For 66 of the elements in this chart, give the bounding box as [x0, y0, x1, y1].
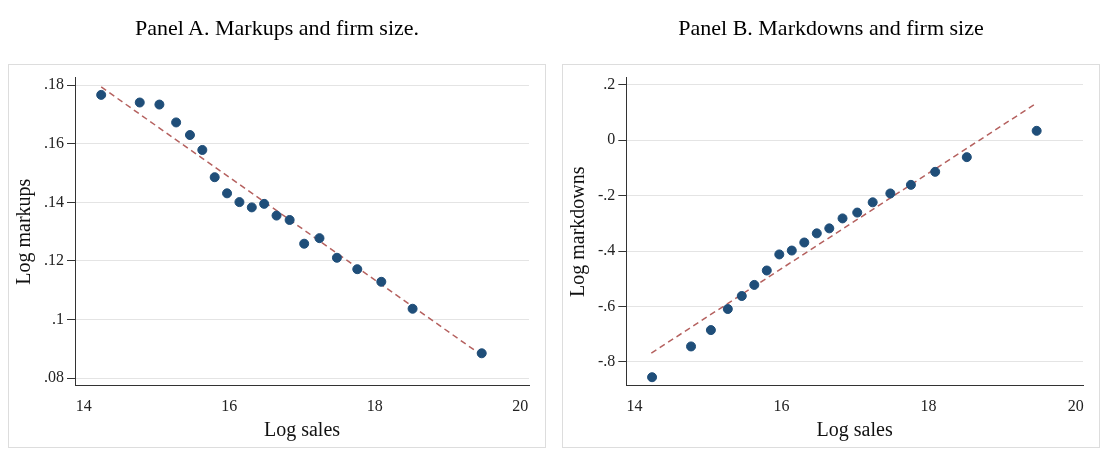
y-tick-label: -.2: [598, 185, 616, 203]
y-tick-label: .18: [44, 75, 64, 93]
point: [961, 152, 972, 163]
point: [209, 172, 220, 183]
point: [376, 276, 387, 287]
y-tick-label: .1: [52, 309, 64, 327]
point: [246, 202, 257, 213]
point: [184, 130, 195, 141]
y-tick-label: .14: [44, 192, 64, 210]
point: [134, 97, 145, 108]
point: [799, 237, 810, 248]
y-tick-label: .2: [603, 75, 616, 93]
x-tick-label: 18: [920, 396, 937, 414]
x-tick-label: 18: [366, 396, 383, 414]
x-tick-label: 16: [773, 396, 790, 414]
point: [647, 372, 658, 383]
point: [811, 228, 822, 239]
point: [197, 144, 208, 155]
y-tick-label: .16: [44, 134, 64, 152]
point: [930, 166, 941, 177]
point: [331, 252, 342, 263]
point: [705, 325, 716, 336]
point: [407, 303, 418, 314]
point: [885, 188, 896, 199]
x-axis-title: Log sales: [816, 418, 893, 442]
y-tick-label: 0: [607, 130, 616, 148]
point: [154, 99, 165, 110]
x-tick-label: 16: [221, 396, 238, 414]
point: [852, 207, 863, 218]
point: [284, 214, 295, 225]
point: [234, 197, 245, 208]
point: [867, 197, 878, 208]
y-tick-label: .12: [44, 251, 64, 269]
point: [271, 210, 282, 221]
point: [686, 341, 697, 352]
point: [905, 179, 916, 190]
point: [722, 304, 733, 315]
point: [824, 223, 835, 234]
chart-title: Panel A. Markups and firm size.: [133, 14, 421, 42]
point: [96, 89, 107, 100]
point: [476, 348, 487, 359]
point: [222, 188, 233, 199]
point: [299, 238, 310, 249]
chart-title: Panel B. Markdowns and firm size: [677, 14, 985, 42]
point: [736, 291, 747, 301]
x-axis-title: Log sales: [263, 418, 341, 442]
point: [314, 233, 325, 244]
point: [761, 265, 772, 276]
y-tick-label: .08: [44, 368, 64, 386]
point: [749, 279, 760, 290]
y-tick-label: -.8: [598, 352, 616, 370]
y-axis-title: Log markups: [12, 178, 36, 285]
point: [352, 264, 363, 275]
x-tick-label: 20: [512, 396, 529, 414]
x-tick-label: 14: [626, 396, 643, 414]
point: [837, 213, 848, 224]
y-tick-label: -.6: [598, 296, 616, 314]
point: [1031, 125, 1042, 136]
point: [774, 249, 785, 260]
point: [171, 117, 182, 128]
y-axis-title: Log markdowns: [566, 166, 590, 297]
point: [786, 245, 797, 256]
x-tick-label: 14: [75, 396, 92, 414]
x-tick-label: 20: [1067, 396, 1084, 414]
point: [259, 198, 270, 209]
y-tick-label: -.4: [598, 241, 616, 259]
